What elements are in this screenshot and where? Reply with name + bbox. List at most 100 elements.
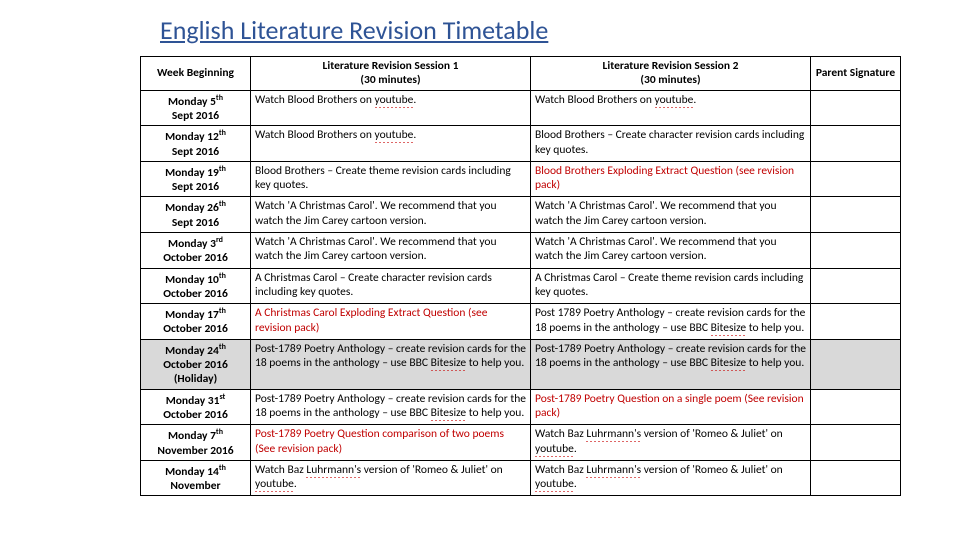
text-segment: youtube bbox=[375, 93, 414, 108]
session1-cell: Watch 'A Christmas Carol'. We recommend … bbox=[251, 197, 531, 233]
col-session1: Literature Revision Session 1 (30 minute… bbox=[251, 57, 531, 91]
session1-cell: Post-1789 Poetry Anthology – create revi… bbox=[251, 339, 531, 389]
session2-cell: Blood Brothers – Create character revisi… bbox=[531, 126, 811, 162]
text-segment: Watch Blood Brothers on bbox=[255, 93, 375, 107]
col-signature: Parent Signature bbox=[811, 57, 901, 91]
signature-cell bbox=[811, 268, 901, 304]
text-segment: Bitesize bbox=[431, 406, 467, 421]
table-header-row: Week Beginning Literature Revision Sessi… bbox=[141, 57, 901, 91]
text-segment: Luhrmann's bbox=[306, 463, 361, 478]
col-session2: Literature Revision Session 2 (30 minute… bbox=[531, 57, 811, 91]
text-segment: youtube bbox=[535, 477, 574, 492]
col-week: Week Beginning bbox=[141, 57, 251, 91]
session2-cell: Watch 'A Christmas Carol'. We recommend … bbox=[531, 197, 811, 233]
text-segment: Watch Baz bbox=[535, 427, 586, 441]
text-segment: Watch Blood Brothers on bbox=[255, 128, 375, 142]
text-segment: Watch 'A Christmas Carol'. We recommend … bbox=[535, 199, 777, 227]
session2-cell: Blood Brothers Exploding Extract Questio… bbox=[531, 161, 811, 197]
week-cell: Monday 24thOctober 2016 (Holiday) bbox=[141, 339, 251, 389]
text-segment: Watch 'A Christmas Carol'. We recommend … bbox=[255, 199, 497, 227]
text-segment: Luhrmann's bbox=[586, 463, 641, 478]
text-segment: A Christmas Carol – Create theme revisio… bbox=[535, 271, 803, 299]
col-session2-line1: Literature Revision Session 2 bbox=[603, 59, 739, 73]
table-row: Monday 12thSept 2016Watch Blood Brothers… bbox=[141, 126, 901, 162]
text-segment: . bbox=[413, 93, 416, 107]
text-segment: Bitesize bbox=[711, 356, 747, 371]
text-segment: Blood Brothers Exploding Extract Questio… bbox=[535, 164, 794, 192]
table-row: Monday 10thOctober 2016A Christmas Carol… bbox=[141, 268, 901, 304]
table-row: Monday 3rdOctober 2016Watch 'A Christmas… bbox=[141, 233, 901, 269]
session2-cell: Post-1789 Poetry Anthology – create revi… bbox=[531, 339, 811, 389]
text-segment: . bbox=[574, 442, 577, 456]
session1-cell: Post-1789 Poetry Question comparison of … bbox=[251, 425, 531, 461]
text-segment: Bitesize bbox=[711, 321, 747, 336]
session1-cell: Watch Blood Brothers on youtube. bbox=[251, 126, 531, 162]
week-cell: Monday 3rdOctober 2016 bbox=[141, 233, 251, 269]
text-segment: . bbox=[294, 477, 297, 491]
text-segment: to help you. bbox=[746, 321, 804, 335]
session2-cell: Watch Baz Luhrmann's version of 'Romeo &… bbox=[531, 425, 811, 461]
text-segment: to help you. bbox=[466, 406, 524, 420]
week-cell: Monday 14thNovember bbox=[141, 460, 251, 496]
table-row: Monday 24thOctober 2016 (Holiday)Post-17… bbox=[141, 339, 901, 389]
signature-cell bbox=[811, 389, 901, 425]
text-segment: . bbox=[413, 128, 416, 142]
text-segment: Watch Blood Brothers on bbox=[535, 93, 655, 107]
session1-cell: Watch 'A Christmas Carol'. We recommend … bbox=[251, 233, 531, 269]
page-title: English Literature Revision Timetable bbox=[160, 14, 910, 46]
session2-cell: A Christmas Carol – Create theme revisio… bbox=[531, 268, 811, 304]
table-row: Monday 31stOctober 2016Post-1789 Poetry … bbox=[141, 389, 901, 425]
text-segment: youtube bbox=[535, 442, 574, 457]
text-segment: version of 'Romeo & Juliet' on bbox=[361, 463, 503, 477]
text-segment: Watch 'A Christmas Carol'. We recommend … bbox=[255, 235, 497, 263]
session2-cell: Watch 'A Christmas Carol'. We recommend … bbox=[531, 233, 811, 269]
session2-cell: Post-1789 Poetry Question on a single po… bbox=[531, 389, 811, 425]
revision-timetable: Week Beginning Literature Revision Sessi… bbox=[140, 56, 901, 496]
text-segment: version of 'Romeo & Juliet' on bbox=[641, 463, 783, 477]
session1-cell: A Christmas Carol – Create character rev… bbox=[251, 268, 531, 304]
text-segment: . bbox=[693, 93, 696, 107]
text-segment: Bitesize bbox=[431, 356, 467, 371]
text-segment: to help you. bbox=[466, 356, 524, 370]
session1-cell: Watch Baz Luhrmann's version of 'Romeo &… bbox=[251, 460, 531, 496]
document-page: English Literature Revision Timetable We… bbox=[0, 0, 960, 496]
session2-cell: Post 1789 Poetry Anthology – create revi… bbox=[531, 304, 811, 340]
signature-cell bbox=[811, 425, 901, 461]
session2-cell: Watch Blood Brothers on youtube. bbox=[531, 90, 811, 126]
text-segment: version of 'Romeo & Juliet' on bbox=[641, 427, 783, 441]
col-session1-line1: Literature Revision Session 1 bbox=[323, 59, 459, 73]
table-row: Monday 19thSept 2016Blood Brothers – Cre… bbox=[141, 161, 901, 197]
text-segment: Blood Brothers – Create character revisi… bbox=[535, 128, 804, 156]
signature-cell bbox=[811, 197, 901, 233]
text-segment: to help you. bbox=[746, 356, 804, 370]
text-segment: A Christmas Carol – Create character rev… bbox=[255, 271, 492, 299]
week-cell: Monday 19thSept 2016 bbox=[141, 161, 251, 197]
text-segment: Post-1789 Poetry Question comparison of … bbox=[255, 427, 504, 455]
session1-cell: Watch Blood Brothers on youtube. bbox=[251, 90, 531, 126]
text-segment: Post-1789 Poetry Question on a single po… bbox=[535, 392, 804, 420]
text-segment: Blood Brothers – Create theme revision c… bbox=[255, 164, 511, 192]
signature-cell bbox=[811, 161, 901, 197]
table-row: Monday 17thOctober 2016A Christmas Carol… bbox=[141, 304, 901, 340]
signature-cell bbox=[811, 233, 901, 269]
col-session1-line2: (30 minutes) bbox=[360, 73, 420, 87]
session1-cell: Blood Brothers – Create theme revision c… bbox=[251, 161, 531, 197]
text-segment: youtube bbox=[655, 93, 694, 108]
signature-cell bbox=[811, 90, 901, 126]
table-body: Monday 5thSept 2016Watch Blood Brothers … bbox=[141, 90, 901, 496]
signature-cell bbox=[811, 460, 901, 496]
col-session2-line2: (30 minutes) bbox=[640, 73, 700, 87]
signature-cell bbox=[811, 304, 901, 340]
text-segment: Watch 'A Christmas Carol'. We recommend … bbox=[535, 235, 777, 263]
session2-cell: Watch Baz Luhrmann's version of 'Romeo &… bbox=[531, 460, 811, 496]
text-segment: youtube bbox=[255, 477, 294, 492]
text-segment: Luhrmann's bbox=[586, 427, 641, 442]
week-cell: Monday 12thSept 2016 bbox=[141, 126, 251, 162]
session1-cell: Post-1789 Poetry Anthology – create revi… bbox=[251, 389, 531, 425]
text-segment: A Christmas Carol Exploding Extract Ques… bbox=[255, 306, 487, 334]
text-segment: Watch Baz bbox=[255, 463, 306, 477]
text-segment: youtube bbox=[375, 128, 414, 143]
week-cell: Monday 17thOctober 2016 bbox=[141, 304, 251, 340]
week-cell: Monday 5thSept 2016 bbox=[141, 90, 251, 126]
week-cell: Monday 10thOctober 2016 bbox=[141, 268, 251, 304]
